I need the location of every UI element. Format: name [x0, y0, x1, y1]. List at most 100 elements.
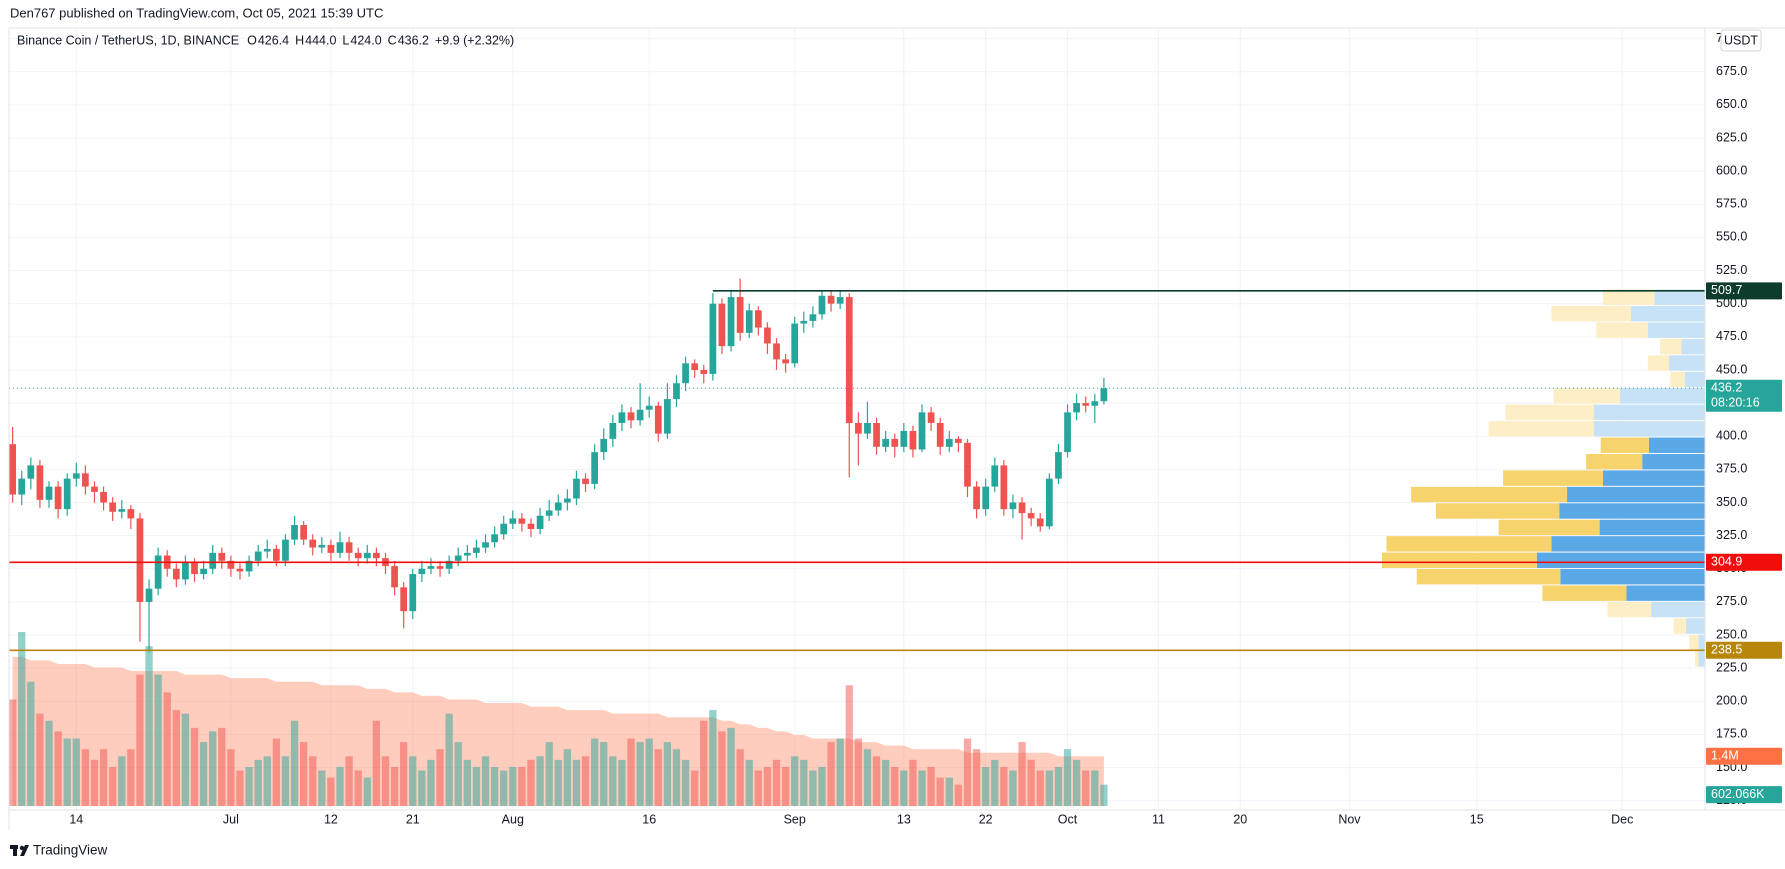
candle-body — [227, 560, 235, 569]
profile-up-bar — [1681, 338, 1705, 355]
x-tick-label: 11 — [1152, 812, 1165, 826]
x-tick-label: 15 — [1470, 812, 1484, 826]
x-tick-label: 20 — [1233, 812, 1247, 826]
volume-last-box — [1706, 786, 1782, 804]
x-tick-label: Sep — [784, 812, 806, 826]
volume-bar — [81, 749, 90, 806]
x-tick-label: Jul — [223, 812, 239, 826]
volume-bar — [199, 742, 208, 806]
volume-bar — [436, 749, 444, 806]
candle-body — [254, 551, 262, 561]
volume-bar — [1091, 770, 1099, 806]
currency-label[interactable]: USDT — [1724, 33, 1758, 47]
volume-bar — [982, 766, 990, 806]
profile-up-bar — [1684, 371, 1705, 388]
currency-box[interactable] — [1720, 29, 1762, 52]
candle-body — [354, 552, 362, 559]
volume-bar — [72, 738, 80, 806]
candle-body — [27, 465, 35, 479]
volume-bar — [827, 742, 835, 806]
candle-body — [1036, 518, 1044, 527]
legend-item: O — [247, 33, 257, 47]
y-tick-label: 275.0 — [1716, 594, 1747, 608]
volume-bar — [90, 759, 99, 806]
candle-body — [873, 422, 880, 447]
candle-body — [736, 297, 744, 333]
candle-body — [673, 383, 680, 400]
volume-bar — [663, 742, 672, 806]
x-tick-label: 21 — [406, 812, 420, 826]
profile-down-bar — [1386, 536, 1552, 552]
volume-bar — [1100, 784, 1108, 806]
volume-bar — [300, 742, 308, 806]
logo-stem — [13, 845, 17, 856]
profile-layer — [1382, 289, 1705, 667]
volume-bar — [954, 784, 963, 806]
volume-bar — [218, 727, 226, 806]
y-tick-label: 450.0 — [1716, 362, 1747, 376]
candle-body — [300, 525, 308, 540]
candle-body — [536, 515, 544, 530]
candle-body — [782, 359, 789, 364]
candle-body — [709, 303, 717, 374]
candle-body — [272, 548, 280, 561]
candle-body — [336, 542, 344, 553]
candle-body — [636, 409, 644, 421]
volume-bar — [991, 759, 999, 806]
candle-body — [836, 297, 844, 304]
candle-body — [645, 405, 653, 410]
volume-bar — [563, 749, 571, 806]
last-price-box — [1706, 379, 1782, 412]
candle-body — [318, 544, 326, 548]
profile-up-bar — [1669, 355, 1705, 371]
profile-down-bar — [1411, 486, 1568, 503]
volume-bar — [609, 756, 617, 806]
volume-bar — [636, 742, 644, 806]
volume-bar — [527, 759, 535, 806]
volume-bar — [290, 720, 299, 806]
candle-body — [845, 297, 853, 423]
volume-bar — [754, 770, 762, 806]
volume-bar — [309, 756, 317, 806]
candle-body — [864, 422, 871, 434]
x-tick-label: 14 — [69, 812, 83, 826]
logo-slash — [20, 845, 29, 856]
candle-body — [518, 518, 526, 524]
x-tick-label: Aug — [502, 812, 524, 826]
candle-body — [527, 523, 535, 530]
profile-up-bar — [1647, 322, 1705, 338]
volume-bar — [1045, 770, 1053, 806]
volume-bar — [972, 749, 981, 806]
volume-bar — [481, 756, 490, 806]
candle-body — [591, 452, 599, 484]
level-label: 509.7 — [1711, 283, 1742, 297]
candle-body — [1100, 388, 1108, 402]
x-tick-label: 16 — [642, 812, 656, 826]
candle-body — [72, 473, 80, 479]
volume-bar — [845, 685, 853, 806]
x-tick-label: Dec — [1611, 812, 1633, 826]
volume-bar — [536, 756, 544, 806]
volume-bar — [800, 759, 808, 806]
legend-item: H — [295, 33, 304, 47]
candle-body — [563, 498, 571, 503]
volume-bar — [672, 749, 681, 806]
volume-bar — [1082, 770, 1090, 806]
candle-body — [473, 547, 480, 553]
volume-bar — [263, 756, 271, 806]
last-price-label: 08:20:16 — [1711, 396, 1760, 410]
candle-body — [1000, 465, 1008, 510]
volume-bar — [127, 749, 135, 806]
candle-body — [718, 303, 726, 347]
profile-down-bar — [1553, 388, 1620, 404]
candle-body — [9, 444, 17, 495]
candle-body — [664, 399, 671, 434]
candle-body — [809, 314, 817, 321]
candle-body — [727, 297, 735, 347]
y-tick-label: 325.0 — [1716, 528, 1747, 542]
volume-bar — [99, 749, 108, 806]
candle-body — [63, 478, 71, 510]
candle-body — [1091, 401, 1099, 406]
brand-name: TradingView — [33, 843, 108, 858]
volume-bar — [763, 766, 772, 806]
